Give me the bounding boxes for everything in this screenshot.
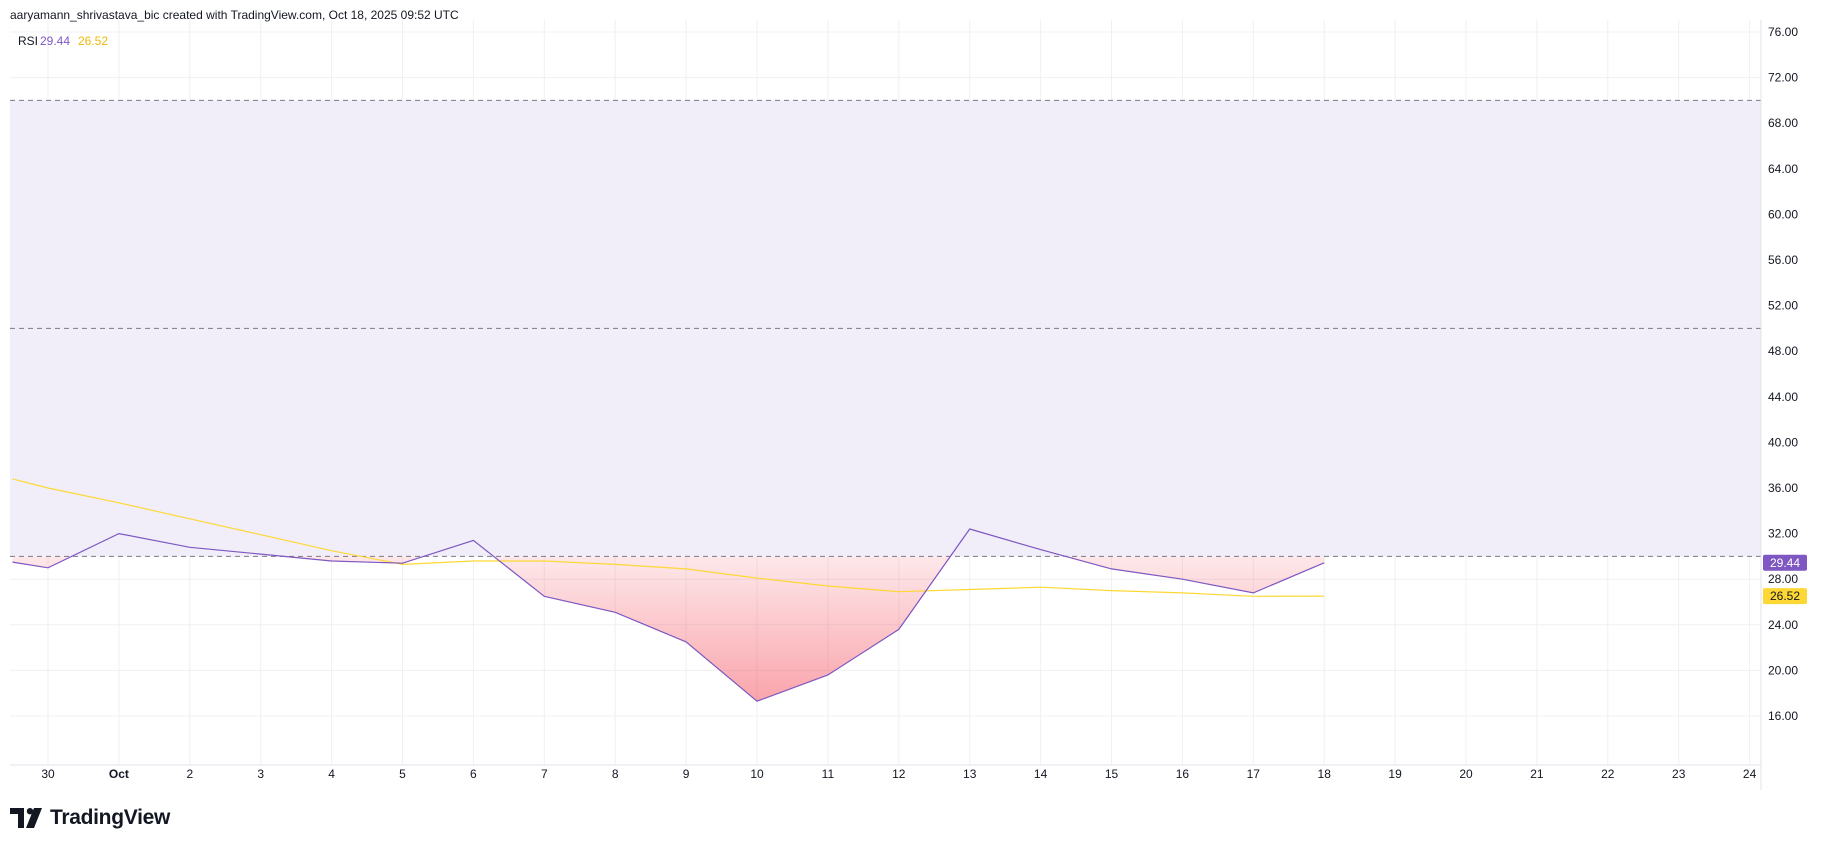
x-tick-label: 2 [186,767,193,781]
y-tick-label: 72.00 [1768,71,1798,85]
x-tick-label: 22 [1601,767,1615,781]
x-tick-label: 9 [683,767,690,781]
tradingview-logo-icon [10,808,42,828]
y-tick-label: 48.00 [1768,344,1798,358]
y-tick-label: 36.00 [1768,481,1798,495]
y-tick-label: 20.00 [1768,663,1798,677]
x-tick-label: 30 [41,767,55,781]
legend-rsi-value: 29.44 [40,34,70,48]
price-axis[interactable]: 16.00 20.00 24.00 28.00 32.00 36.00 40.00 44.00… [1768,25,1798,723]
chart-attribution: aaryamann_shrivastava_bic created with T… [10,8,459,22]
x-tick-label: 13 [963,767,977,781]
y-tick-label: 32.00 [1768,527,1798,541]
y-tick-label: 40.00 [1768,435,1798,449]
x-tick-label: 23 [1672,767,1686,781]
x-tick-label: 17 [1247,767,1261,781]
legend-ma-value: 26.52 [78,34,108,48]
x-tick-label: 3 [257,767,264,781]
rsi-ma-line [12,478,1325,597]
indicator-legend[interactable]: RSI 29.44 26.52 [18,34,108,48]
x-tick-label: 18 [1318,767,1332,781]
rsi-last-value-badge: 29.44 [1763,554,1807,571]
rsi-line [12,528,1325,702]
badge-value: 26.52 [1770,589,1800,603]
x-tick-label: Oct [109,767,129,781]
time-axis[interactable]: 30 Oct 2 3 4 5 6 7 8 9 10 11 12 13 14 15 16 17 18 19 20 21 22 2… [41,767,1756,781]
x-tick-label: 14 [1034,767,1048,781]
x-tick-label: 5 [399,767,406,781]
badge-value: 29.44 [1770,556,1800,570]
ma-last-value-badge: 26.52 [1763,588,1807,605]
x-tick-label: 6 [470,767,477,781]
y-tick-label: 24.00 [1768,618,1798,632]
x-tick-label: 21 [1530,767,1544,781]
x-tick-label: 8 [612,767,619,781]
x-tick-label: 24 [1743,767,1757,781]
x-tick-label: 7 [541,767,548,781]
x-tick-label: 16 [1176,767,1190,781]
y-tick-label: 52.00 [1768,299,1798,313]
logo-wordmark: TradingView [50,806,171,829]
y-tick-label: 28.00 [1768,572,1798,586]
y-tick-label: 44.00 [1768,390,1798,404]
y-tick-label: 16.00 [1768,709,1798,723]
y-tick-label: 68.00 [1768,116,1798,130]
x-tick-label: 4 [328,767,335,781]
x-tick-label: 15 [1105,767,1119,781]
y-tick-label: 76.00 [1768,25,1798,39]
oversold-fill [12,556,1325,702]
y-tick-label: 60.00 [1768,207,1798,221]
legend-indicator-name: RSI [18,34,38,48]
tradingview-logo[interactable]: TradingView [10,806,170,830]
rsi-chart[interactable]: 30 Oct 2 3 4 5 6 7 8 9 10 11 12 13 14 15 16 17 18 19 20 21 22 2… [0,0,1825,800]
x-tick-label: 20 [1459,767,1473,781]
y-tick-label: 56.00 [1768,253,1798,267]
y-tick-label: 64.00 [1768,162,1798,176]
last-value-badges: 29.44 26.52 [1763,554,1807,605]
x-tick-label: 11 [822,767,835,781]
x-tick-label: 19 [1388,767,1402,781]
x-tick-label: 12 [892,767,906,781]
x-tick-label: 10 [750,767,764,781]
